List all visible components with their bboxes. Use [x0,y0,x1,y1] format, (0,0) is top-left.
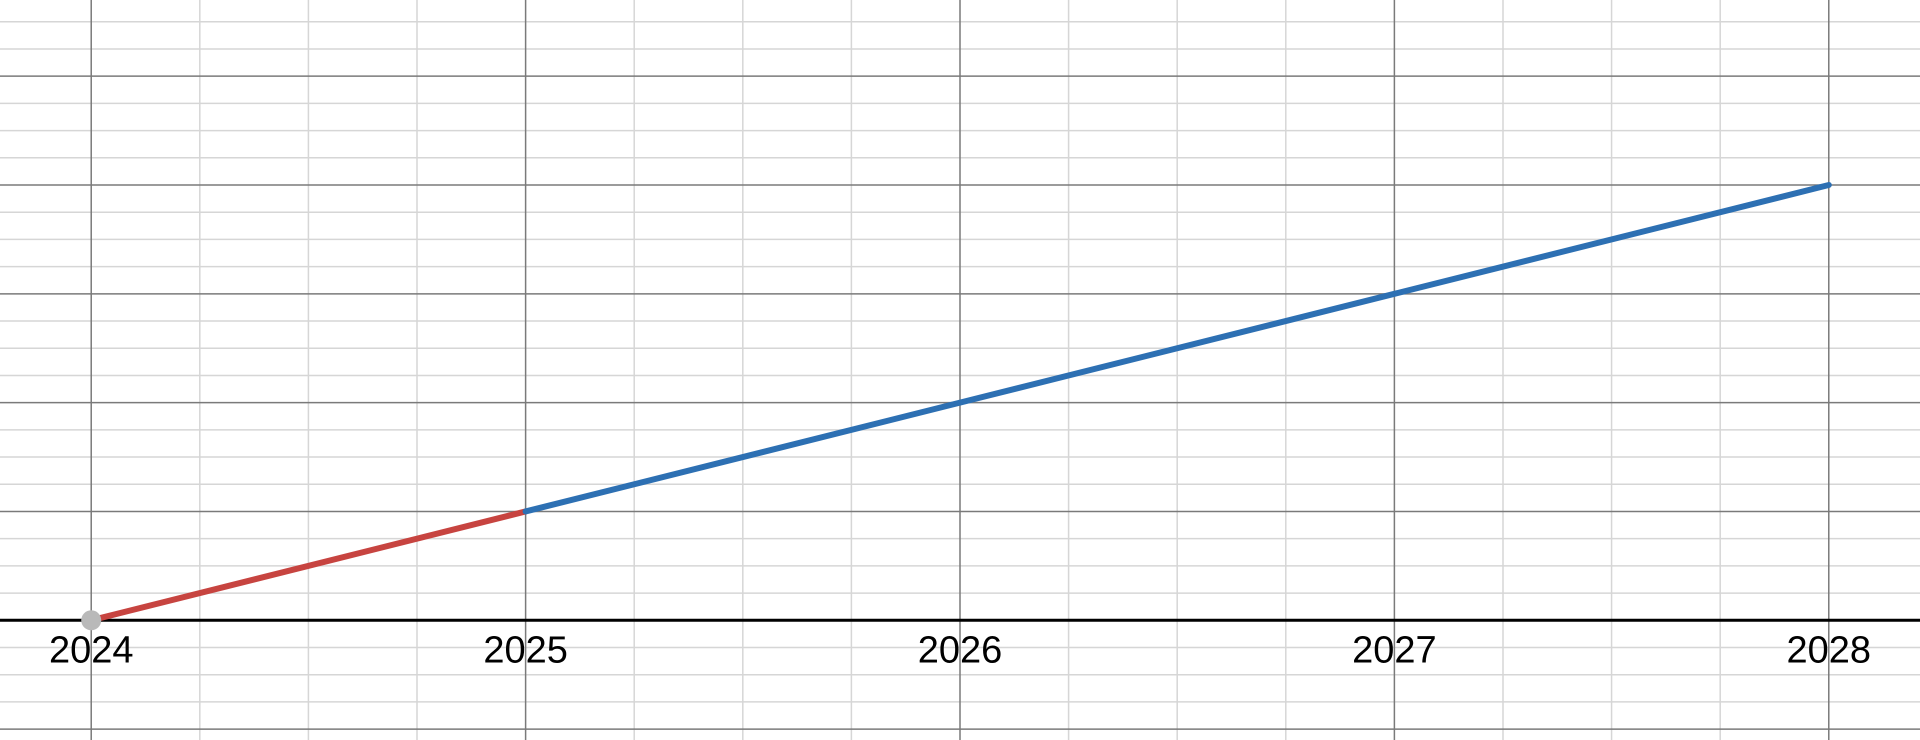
marker-layer [81,610,102,631]
x-tick-label: 2026 [918,629,1003,671]
x-tick-label: 2024 [49,629,134,671]
series-line-2 [522,182,1832,515]
x-tick-label: 2027 [1352,629,1437,671]
x-tick-labels: 2024 2025 2026 2027 2028 [49,629,1871,671]
x-tick-label: 2025 [483,629,568,671]
x-tick-label: 2028 [1787,629,1872,671]
origin-point-marker[interactable] [81,610,102,631]
series-line-1 [88,508,529,624]
series-layer [88,182,1832,624]
